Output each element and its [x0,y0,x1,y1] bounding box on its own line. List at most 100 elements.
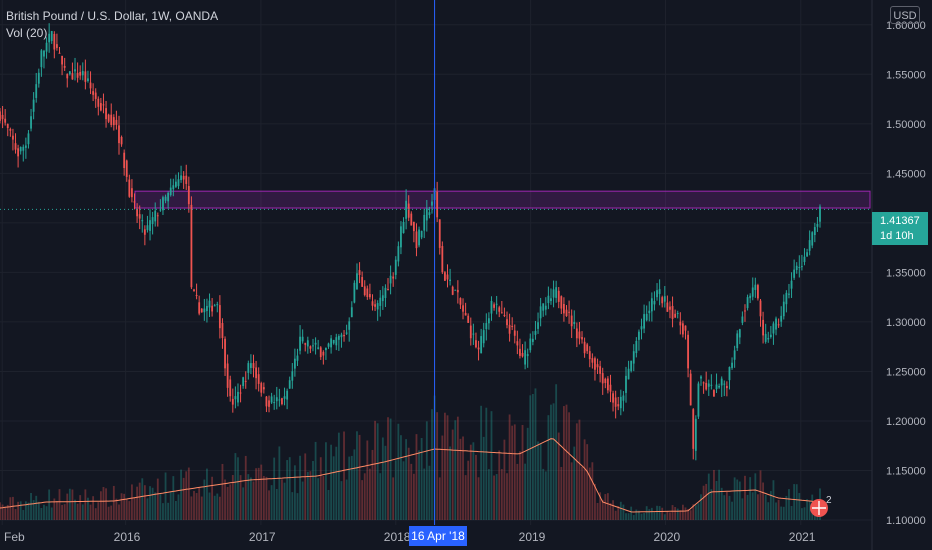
candle-body [71,73,74,80]
volume-bar [257,467,260,520]
volume-bar [697,503,700,520]
volume-bar [526,427,529,520]
volume-bar [92,496,95,520]
candle-body [586,344,589,352]
volume-bar [314,441,317,520]
time-tick-label: 2021 [789,530,816,544]
candle-body [759,300,762,317]
candle-body [257,374,260,384]
volume-bar [687,508,689,520]
volume-bar [772,480,775,520]
candle-body [550,298,552,302]
candle-body [206,305,208,312]
symbol-title[interactable]: British Pound / U.S. Dollar, 1W, OANDA [6,9,219,23]
candle-body [630,360,633,371]
candle-body [570,315,573,327]
volume-bar [63,504,66,520]
candle-body [81,71,84,76]
candle-body [423,214,426,231]
resistance-zone[interactable] [134,190,871,209]
candle-body [317,347,320,349]
candle-body [379,297,382,306]
volume-bar [519,451,521,520]
candle-body [12,135,14,140]
volume-bar [617,506,620,520]
candle-body [112,117,115,126]
candle-body [273,402,276,404]
candle-body [149,220,151,231]
candle-body [407,203,410,218]
time-axis[interactable]: Feb 2016 2017 2018 2019 2020 2021 [4,530,816,544]
candle-body [268,400,270,407]
volume-bar [669,512,671,520]
volume-bar [384,445,387,520]
alert-icon[interactable]: 2 [810,495,832,517]
candle-body [669,306,671,310]
time-tick-label: 2016 [114,530,141,544]
candle-body [663,296,666,302]
candle-body [697,383,700,417]
candle-body [446,274,449,280]
candle-body [356,273,358,290]
volume-bar [591,462,594,520]
candle-body [190,204,193,288]
volume-bar [120,493,123,520]
resistance-zone-layer [134,190,871,209]
volume-bar [301,481,304,520]
volume-bar [325,442,327,520]
volume-bar [638,510,640,520]
volume-bar [102,487,105,520]
candle-body [436,191,439,218]
candle-body [208,300,211,308]
candle-body [27,133,30,145]
candle-body [746,297,749,309]
volume-bar [309,471,312,520]
candle-body [648,310,651,314]
volume-bar [350,455,353,520]
volume-bar [420,437,423,520]
volume-bar [718,469,721,520]
candle-body [441,246,444,273]
volume-bar [84,489,87,520]
volume-bar [529,395,532,520]
volume-bar [291,492,294,520]
candle-body [521,352,524,357]
volume-bar [327,489,330,520]
candle-body [790,280,793,289]
candle-body [420,230,423,238]
volume-bar [115,498,118,520]
candle-body [544,305,547,310]
candle-body [681,323,684,335]
candle-body [674,313,677,318]
volume-bar [661,507,664,520]
volume-bar [12,496,14,520]
indicator-label[interactable]: Vol (20) [6,26,48,40]
volume-bar [798,493,801,520]
candle-body [482,330,485,344]
volume-bar [381,437,384,520]
currency-button[interactable]: USD [890,6,920,24]
candle-body [366,288,369,297]
candle-body [508,324,511,334]
candle-body [516,341,519,346]
volume-bar [643,513,646,520]
volume-bar [751,492,754,520]
candle-body [167,192,170,202]
candle-body [405,200,408,219]
candle-body [105,108,107,120]
volume-bar [216,493,219,520]
volume-bar [231,475,234,520]
candle-body [638,331,640,340]
candle-body [169,187,172,196]
volume-bar [656,505,658,520]
candle-body [110,114,113,125]
volume-bar [555,384,558,520]
volume-bar [438,477,441,520]
volume-bar [278,446,281,520]
candle-body [493,304,495,308]
volume-bar [319,457,322,520]
candle-body [777,324,780,326]
candle-body [485,323,488,330]
volume-bar [195,493,198,520]
